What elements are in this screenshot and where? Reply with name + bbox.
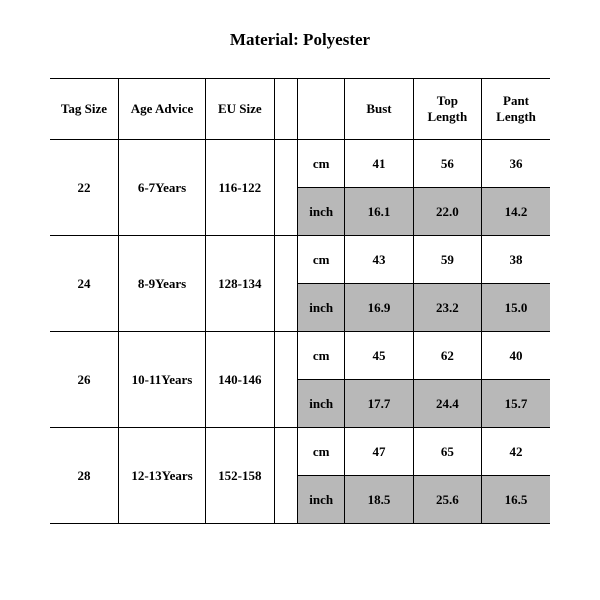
cell-bust-inch: 17.7: [345, 380, 413, 428]
cell-eu: 152-158: [206, 428, 274, 524]
col-spacer: [274, 79, 298, 140]
cell-eu: 140-146: [206, 332, 274, 428]
cell-unit-cm: cm: [298, 236, 345, 284]
cell-spacer: [274, 332, 298, 428]
cell-unit-inch: inch: [298, 188, 345, 236]
cell-bust-cm: 43: [345, 236, 413, 284]
cell-tag: 24: [50, 236, 118, 332]
cell-top-cm: 62: [413, 332, 481, 380]
col-bust: Bust: [345, 79, 413, 140]
size-table: Tag Size Age Advice EU Size Bust Top Len…: [50, 78, 550, 524]
cell-pant-inch: 15.7: [482, 380, 550, 428]
cell-bust-cm: 47: [345, 428, 413, 476]
col-tag-size: Tag Size: [50, 79, 118, 140]
cell-top-inch: 22.0: [413, 188, 481, 236]
cell-unit-cm: cm: [298, 428, 345, 476]
cell-unit-inch: inch: [298, 284, 345, 332]
cell-top-inch: 23.2: [413, 284, 481, 332]
cell-top-cm: 56: [413, 140, 481, 188]
cell-top-inch: 24.4: [413, 380, 481, 428]
col-age-advice: Age Advice: [118, 79, 205, 140]
cell-pant-cm: 40: [482, 332, 550, 380]
cell-pant-inch: 16.5: [482, 476, 550, 524]
table-header-row: Tag Size Age Advice EU Size Bust Top Len…: [50, 79, 550, 140]
col-top-length: Top Length: [413, 79, 481, 140]
cell-tag: 22: [50, 140, 118, 236]
cell-bust-cm: 41: [345, 140, 413, 188]
cell-pant-inch: 15.0: [482, 284, 550, 332]
cell-pant-inch: 14.2: [482, 188, 550, 236]
cell-top-inch: 25.6: [413, 476, 481, 524]
cell-bust-inch: 18.5: [345, 476, 413, 524]
cell-tag: 28: [50, 428, 118, 524]
cell-age: 6-7Years: [118, 140, 205, 236]
cell-spacer: [274, 236, 298, 332]
cell-age: 10-11Years: [118, 332, 205, 428]
table-row: 248-9Years128-134cm435938: [50, 236, 550, 284]
cell-spacer: [274, 428, 298, 524]
cell-bust-cm: 45: [345, 332, 413, 380]
cell-age: 8-9Years: [118, 236, 205, 332]
table-row: 2610-11Years140-146cm456240: [50, 332, 550, 380]
cell-pant-cm: 42: [482, 428, 550, 476]
cell-tag: 26: [50, 332, 118, 428]
cell-unit-inch: inch: [298, 380, 345, 428]
cell-bust-inch: 16.9: [345, 284, 413, 332]
cell-eu: 116-122: [206, 140, 274, 236]
cell-unit-cm: cm: [298, 332, 345, 380]
page-title: Material: Polyester: [50, 30, 550, 50]
col-unit: [298, 79, 345, 140]
cell-pant-cm: 38: [482, 236, 550, 284]
cell-spacer: [274, 140, 298, 236]
cell-top-cm: 59: [413, 236, 481, 284]
col-eu-size: EU Size: [206, 79, 274, 140]
cell-top-cm: 65: [413, 428, 481, 476]
cell-pant-cm: 36: [482, 140, 550, 188]
table-row: 2812-13Years152-158cm476542: [50, 428, 550, 476]
cell-age: 12-13Years: [118, 428, 205, 524]
cell-unit-cm: cm: [298, 140, 345, 188]
cell-eu: 128-134: [206, 236, 274, 332]
table-row: 226-7Years116-122cm415636: [50, 140, 550, 188]
cell-unit-inch: inch: [298, 476, 345, 524]
col-pant-length: Pant Length: [482, 79, 550, 140]
cell-bust-inch: 16.1: [345, 188, 413, 236]
